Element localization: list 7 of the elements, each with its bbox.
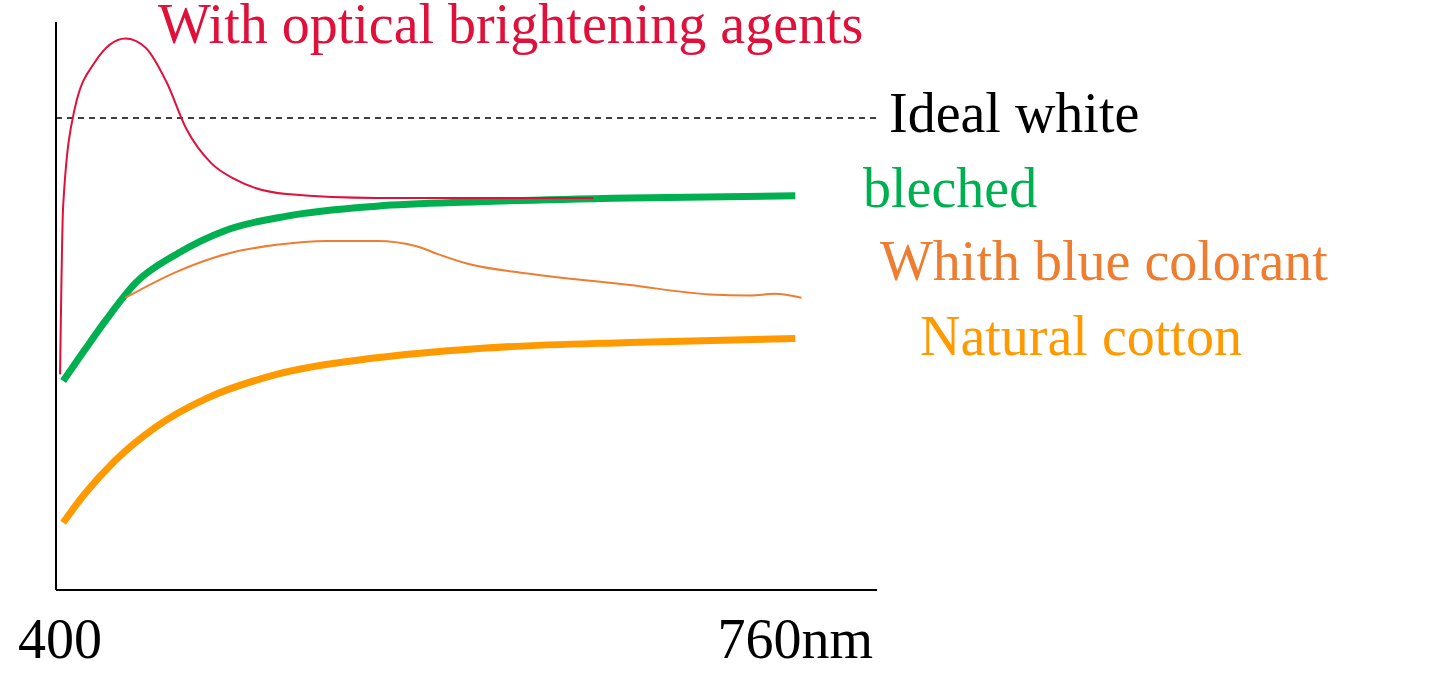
ref-line-label: Ideal white	[889, 81, 1140, 144]
series-label: Whith blue colorant	[880, 230, 1328, 292]
text: Natural cotton	[920, 305, 1242, 367]
x-tick-label: 760nm	[717, 607, 874, 670]
x-tick-label: 400	[18, 607, 103, 670]
series-label: With optical brightening agents	[158, 0, 864, 55]
series-label: bleched	[863, 157, 1038, 219]
